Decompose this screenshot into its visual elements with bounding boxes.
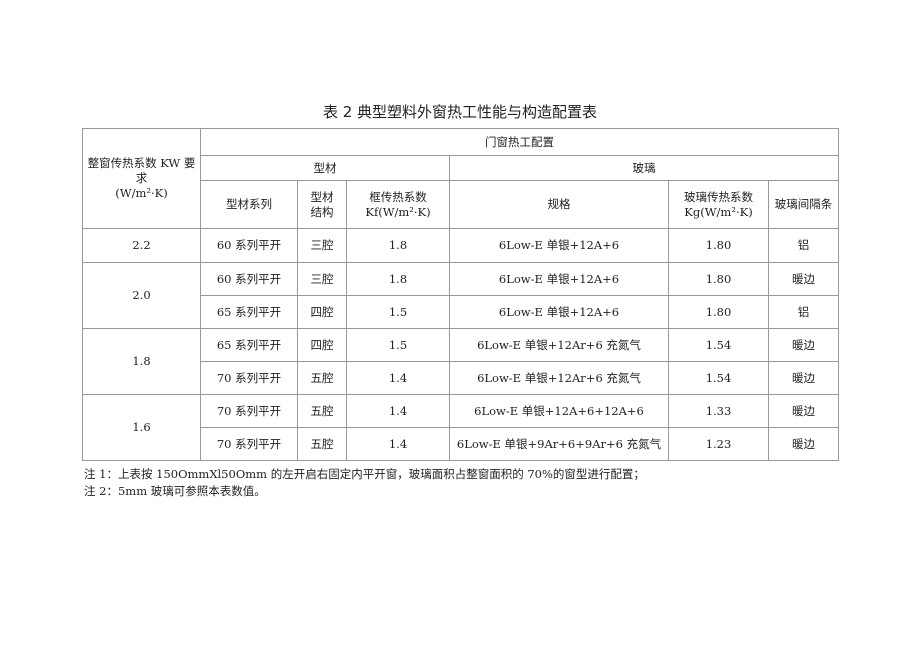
kw-header: 整窗传热系数 KW 要求 (W/m²·K) — [82, 128, 201, 229]
kf-value: 1.4 — [346, 361, 450, 395]
table-row: 1.8 65 系列平开 四腔 1.5 6Low-E 单银+12Ar+6 充氮气 1.54 暖… — [82, 328, 839, 395]
kf-value: 1.4 — [346, 427, 450, 461]
profile-structure-header: 型材结构 — [297, 180, 347, 229]
profile-series: 60 系列平开 — [200, 262, 298, 296]
spacer-type: 铝 — [768, 295, 839, 329]
profile-structure: 五腔 — [297, 394, 347, 428]
profile-header: 型材 — [200, 155, 450, 181]
kw-value: 1.8 — [82, 328, 201, 395]
glass-spec: 6Low-E 单银+12A+6 — [449, 262, 669, 296]
kf-value: 1.5 — [346, 295, 450, 329]
profile-series-header: 型材系列 — [200, 180, 298, 229]
profile-structure: 四腔 — [297, 328, 347, 362]
table-row: 2.0 60 系列平开 三腔 1.8 6Low-E 单银+12A+6 1.80 暖边 — [82, 262, 839, 329]
kf-header: 框传热系数 Kf(W/m²·K) — [346, 180, 450, 229]
spacer-type: 暖边 — [768, 328, 839, 362]
kw-value: 2.2 — [82, 228, 201, 263]
kf-value: 1.5 — [346, 328, 450, 362]
spacer-type: 暖边 — [768, 394, 839, 428]
kg-value: 1.80 — [668, 228, 769, 263]
table-row: 2.2 60 系列平开 三腔 1.8 6Low-E 单银+12A+6 1.80 铝 — [82, 228, 839, 263]
kf-value: 1.8 — [346, 228, 450, 263]
spacer-type: 铝 — [768, 228, 839, 263]
kf-value: 1.8 — [346, 262, 450, 296]
kg-header: 玻璃传热系数 Kg(W/m²·K) — [668, 180, 769, 229]
kw-value: 1.6 — [82, 394, 201, 461]
kg-value: 1.54 — [668, 361, 769, 395]
spacer-type: 暖边 — [768, 427, 839, 461]
table-row: 1.6 70 系列平开 五腔 1.4 6Low-E 单银+12A+6+12A+6 1.33… — [82, 394, 839, 461]
spacer-type: 暖边 — [768, 262, 839, 296]
note-2: 注 2：5mm 玻璃可参照本表数值。 — [84, 484, 266, 498]
kw-value: 2.0 — [82, 262, 201, 329]
profile-structure: 三腔 — [297, 262, 347, 296]
kg-value: 1.80 — [668, 295, 769, 329]
glass-spec: 6Low-E 单银+12Ar+6 充氮气 — [449, 328, 669, 362]
kg-value: 1.33 — [668, 394, 769, 428]
glass-spec: 6Low-E 单银+12A+6+12A+6 — [449, 394, 669, 428]
profile-series: 70 系列平开 — [200, 394, 298, 428]
profile-series: 60 系列平开 — [200, 228, 298, 263]
table-title: 表 2 典型塑料外窗热工性能与构造配置表 — [322, 103, 598, 121]
profile-series: 65 系列平开 — [200, 328, 298, 362]
kg-value: 1.23 — [668, 427, 769, 461]
profile-series: 65 系列平开 — [200, 295, 298, 329]
profile-structure: 四腔 — [297, 295, 347, 329]
thermal-config-table: 整窗传热系数 KW 要求 (W/m²·K) 门窗热工配置 型材 玻璃 型材系列 型… — [82, 128, 839, 461]
config-header: 门窗热工配置 — [200, 128, 839, 156]
kg-value: 1.80 — [668, 262, 769, 296]
kg-value: 1.54 — [668, 328, 769, 362]
glass-spec: 6Low-E 单银+12A+6 — [449, 228, 669, 263]
table-row: 65 系列平开 四腔 1.5 6Low-E 单银+12A+6 1.80 铝 — [83, 295, 839, 329]
profile-structure: 五腔 — [297, 427, 347, 461]
glass-spec: 6Low-E 单银+9Ar+6+9Ar+6 充氮气 — [449, 427, 669, 461]
profile-series: 70 系列平开 — [200, 361, 298, 395]
profile-series: 70 系列平开 — [200, 427, 298, 461]
note-1: 注 1：上表按 150OmmXl50Omm 的左开启右固定内平开窗，玻璃面积占整… — [84, 467, 645, 481]
table-row: 70 系列平开 五腔 1.4 6Low-E 单银+9Ar+6+9Ar+6 充氮气 1.2… — [83, 427, 839, 461]
glass-header: 玻璃 — [449, 155, 839, 181]
spacer-header: 玻璃间隔条 — [768, 180, 839, 229]
profile-structure: 五腔 — [297, 361, 347, 395]
glass-spec: 6Low-E 单银+12A+6 — [449, 295, 669, 329]
glass-spec: 6Low-E 单银+12Ar+6 充氮气 — [449, 361, 669, 395]
spec-header: 规格 — [449, 180, 669, 229]
profile-structure: 三腔 — [297, 228, 347, 263]
spacer-type: 暖边 — [768, 361, 839, 395]
table-row: 70 系列平开 五腔 1.4 6Low-E 单银+12Ar+6 充氮气 1.54 暖边 — [83, 361, 839, 395]
kf-value: 1.4 — [346, 394, 450, 428]
